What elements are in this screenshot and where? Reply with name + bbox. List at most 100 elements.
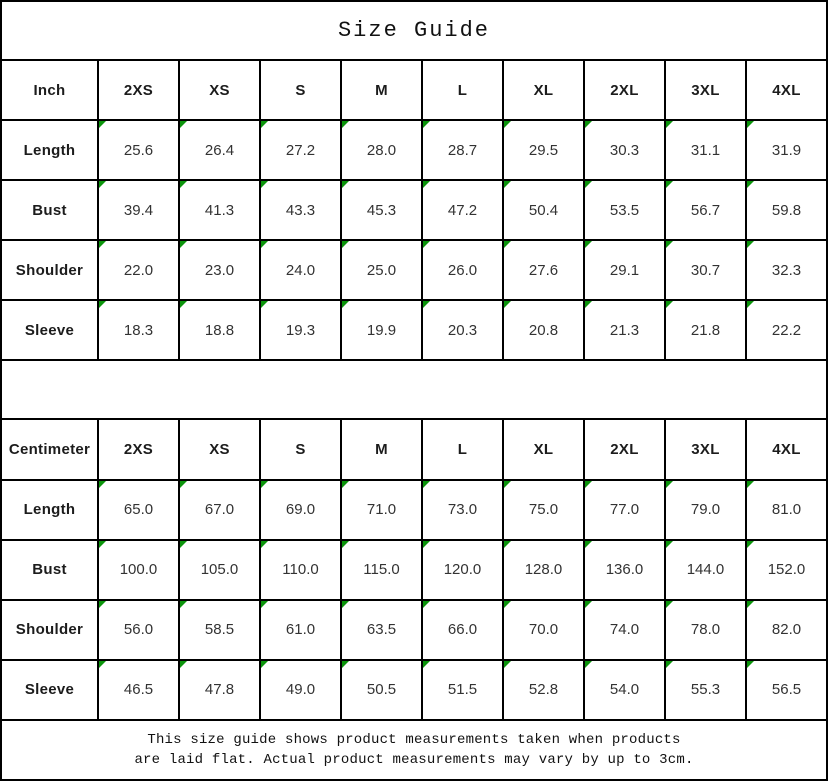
measurement-row: Length 25.6 26.4 27.2 28.0 28.7 29.5 30.3 31.1 31… xyxy=(0,119,828,182)
measurement-cell: 59.8 xyxy=(745,179,828,242)
measurement-cell: 56.0 xyxy=(97,598,180,661)
measurement-cell: 67.0 xyxy=(178,478,261,541)
measurement-cell: 115.0 xyxy=(340,538,423,601)
measurement-cell: 75.0 xyxy=(502,478,585,541)
row-label: Sleeve xyxy=(0,658,99,721)
measurement-cell: 61.0 xyxy=(259,598,342,661)
row-label: Bust xyxy=(0,538,99,601)
measurement-cell: 18.8 xyxy=(178,299,261,362)
size-col-header: 2XS xyxy=(97,418,180,481)
measurement-cell: 77.0 xyxy=(583,478,666,541)
measurement-cell: 50.5 xyxy=(340,658,423,721)
measurement-cell: 31.9 xyxy=(745,119,828,182)
size-col-header: S xyxy=(259,59,342,122)
title-section: Size Guide xyxy=(0,0,828,62)
size-col-header: M xyxy=(340,59,423,122)
size-col-header: XL xyxy=(502,59,585,122)
measurement-cell: 65.0 xyxy=(97,478,180,541)
measurement-cell: 63.5 xyxy=(340,598,423,661)
row-label: Bust xyxy=(0,179,99,242)
measurement-cell: 22.2 xyxy=(745,299,828,362)
measurement-cell: 31.1 xyxy=(664,119,747,182)
measurement-cell: 66.0 xyxy=(421,598,504,661)
footer-note: This size guide shows product measuremen… xyxy=(0,718,828,781)
measurement-cell: 46.5 xyxy=(97,658,180,721)
measurement-cell: 70.0 xyxy=(502,598,585,661)
size-header-row: Inch 2XS XS S M L XL 2XL 3XL 4XL xyxy=(0,59,828,122)
measurement-cell: 18.3 xyxy=(97,299,180,362)
measurement-cell: 25.0 xyxy=(340,239,423,302)
measurement-cell: 29.1 xyxy=(583,239,666,302)
measurement-cell: 19.9 xyxy=(340,299,423,362)
measurement-cell: 51.5 xyxy=(421,658,504,721)
measurement-cell: 152.0 xyxy=(745,538,828,601)
measurement-cell: 55.3 xyxy=(664,658,747,721)
measurement-cell: 58.5 xyxy=(178,598,261,661)
measurement-cell: 25.6 xyxy=(97,119,180,182)
measurement-cell: 28.7 xyxy=(421,119,504,182)
measurement-cell: 81.0 xyxy=(745,478,828,541)
measurement-cell: 136.0 xyxy=(583,538,666,601)
inch-table-body: Inch 2XS XS S M L XL 2XL 3XL 4XL Length 25.6 26.4 27.… xyxy=(0,59,828,362)
measurement-cell: 21.8 xyxy=(664,299,747,362)
size-col-header: 2XS xyxy=(97,59,180,122)
measurement-cell: 26.0 xyxy=(421,239,504,302)
measurement-cell: 78.0 xyxy=(664,598,747,661)
measurement-cell: 73.0 xyxy=(421,478,504,541)
measurement-cell: 28.0 xyxy=(340,119,423,182)
measurement-cell: 41.3 xyxy=(178,179,261,242)
measurement-row: Shoulder 22.0 23.0 24.0 25.0 26.0 27.6 29.1 30.7… xyxy=(0,239,828,302)
footer-note-line1: This size guide shows product measuremen… xyxy=(147,731,681,748)
size-col-header: XS xyxy=(178,418,261,481)
row-label: Length xyxy=(0,478,99,541)
row-label: Shoulder xyxy=(0,598,99,661)
measurement-cell: 128.0 xyxy=(502,538,585,601)
measurement-cell: 54.0 xyxy=(583,658,666,721)
measurement-cell: 82.0 xyxy=(745,598,828,661)
measurement-cell: 45.3 xyxy=(340,179,423,242)
measurement-cell: 20.8 xyxy=(502,299,585,362)
measurement-cell: 26.4 xyxy=(178,119,261,182)
page-title: Size Guide xyxy=(0,0,828,62)
size-col-header: L xyxy=(421,418,504,481)
row-label: Length xyxy=(0,119,99,182)
measurement-cell: 47.8 xyxy=(178,658,261,721)
table-gap-row xyxy=(0,359,828,421)
measurement-cell: 50.4 xyxy=(502,179,585,242)
row-label: Sleeve xyxy=(0,299,99,362)
measurement-cell: 30.7 xyxy=(664,239,747,302)
size-header-row: Centimeter 2XS XS S M L XL 2XL 3XL 4XL xyxy=(0,418,828,481)
measurement-cell: 74.0 xyxy=(583,598,666,661)
measurement-cell: 71.0 xyxy=(340,478,423,541)
measurement-cell: 53.5 xyxy=(583,179,666,242)
centimeter-table-body: Centimeter 2XS XS S M L XL 2XL 3XL 4XL Length 65.0 6… xyxy=(0,418,828,721)
measurement-cell: 19.3 xyxy=(259,299,342,362)
measurement-cell: 23.0 xyxy=(178,239,261,302)
size-col-header: XS xyxy=(178,59,261,122)
size-col-header: 4XL xyxy=(745,59,828,122)
measurement-row: Shoulder 56.0 58.5 61.0 63.5 66.0 70.0 74.0 78.0… xyxy=(0,598,828,661)
measurement-cell: 49.0 xyxy=(259,658,342,721)
measurement-row: Length 65.0 67.0 69.0 71.0 73.0 75.0 77.0 79.0 81… xyxy=(0,478,828,541)
row-label: Shoulder xyxy=(0,239,99,302)
size-col-header: 3XL xyxy=(664,418,747,481)
gap-section xyxy=(0,359,828,421)
measurement-cell: 120.0 xyxy=(421,538,504,601)
measurement-cell: 29.5 xyxy=(502,119,585,182)
measurement-cell: 21.3 xyxy=(583,299,666,362)
size-col-header: 2XL xyxy=(583,59,666,122)
size-col-header: M xyxy=(340,418,423,481)
measurement-cell: 56.7 xyxy=(664,179,747,242)
measurement-cell: 39.4 xyxy=(97,179,180,242)
unit-header: Inch xyxy=(0,59,99,122)
measurement-cell: 144.0 xyxy=(664,538,747,601)
measurement-cell: 27.6 xyxy=(502,239,585,302)
measurement-cell: 100.0 xyxy=(97,538,180,601)
measurement-cell: 32.3 xyxy=(745,239,828,302)
size-col-header: 3XL xyxy=(664,59,747,122)
measurement-cell: 52.8 xyxy=(502,658,585,721)
measurement-cell: 22.0 xyxy=(97,239,180,302)
measurement-row: Bust 100.0 105.0 110.0 115.0 120.0 128.0 136.0 1… xyxy=(0,538,828,601)
size-col-header: L xyxy=(421,59,504,122)
